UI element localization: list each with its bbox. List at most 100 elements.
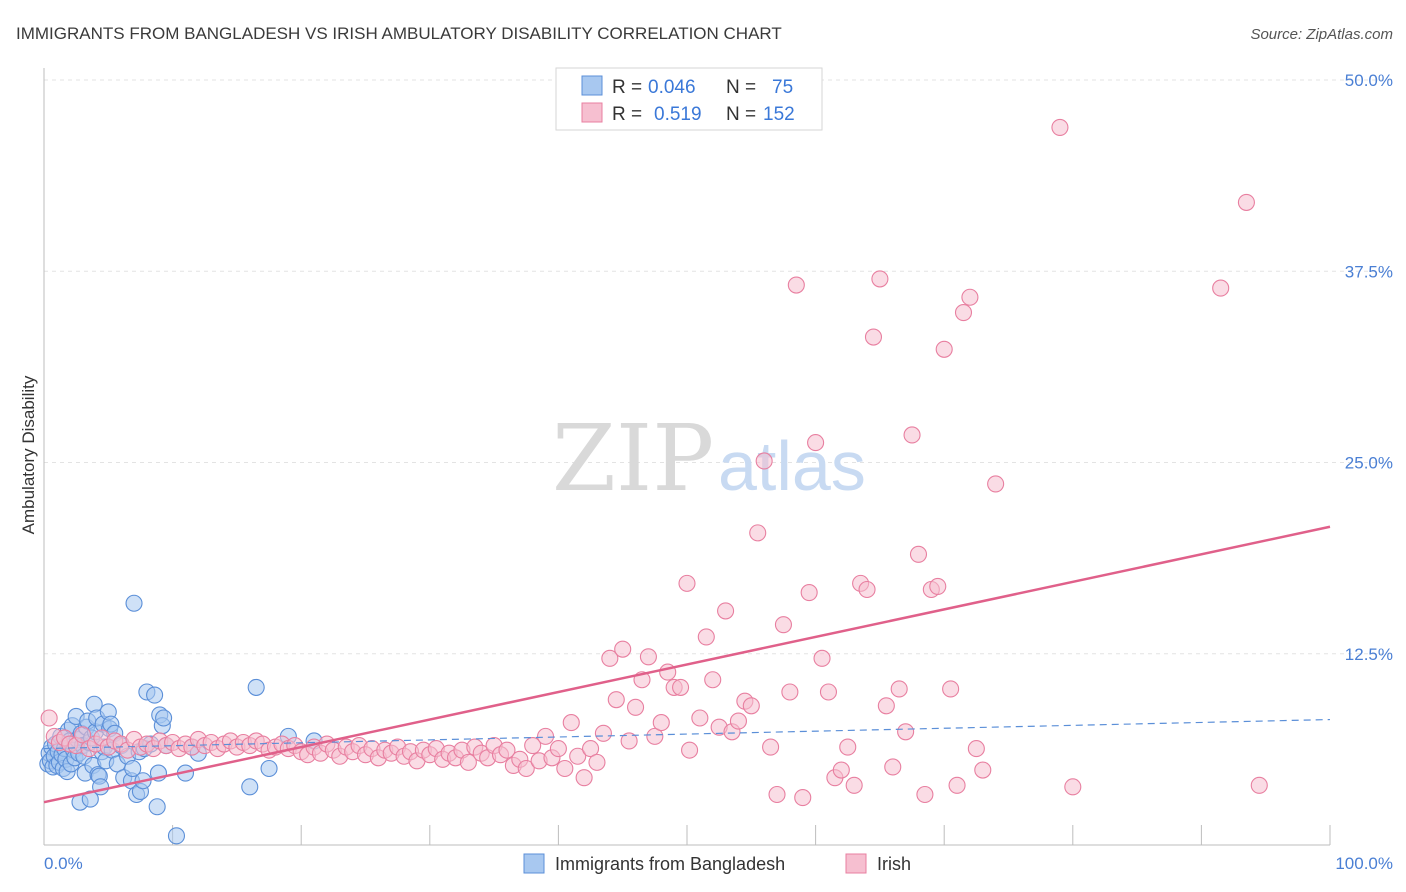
legend-r-value-pink: 0.519 (654, 104, 702, 125)
bottom-legend: Immigrants from Bangladesh Irish (523, 853, 911, 874)
x-axis-ticks (172, 825, 1331, 845)
point-irish (556, 759, 574, 778)
point-irish (916, 785, 934, 804)
point-irish (935, 340, 953, 358)
watermark-atlas: atlas (718, 427, 866, 505)
point-irish (575, 769, 593, 787)
point-irish (961, 288, 979, 306)
point-irish (755, 452, 773, 470)
point-irish (607, 691, 625, 709)
point-bangladesh (155, 709, 173, 727)
legend-n-value-pink: 152 (763, 104, 795, 125)
point-irish (948, 776, 966, 794)
point-irish (884, 758, 902, 776)
point-irish (639, 648, 657, 666)
point-irish (672, 678, 690, 696)
point-irish (839, 738, 857, 756)
point-irish (594, 724, 612, 742)
y-axis-label: Ambulatory Disability (19, 375, 38, 534)
point-irish (729, 712, 747, 730)
point-irish (601, 649, 619, 667)
legend-r-value-blue: 0.046 (648, 77, 696, 98)
point-irish (652, 714, 670, 732)
point-irish (524, 736, 542, 755)
y-axis-tick-labels: 12.5% 25.0% 37.5% 50.0% (1345, 71, 1393, 664)
point-bangladesh (85, 695, 103, 713)
point-bangladesh (125, 594, 143, 612)
point-irish (974, 761, 992, 779)
point-irish (569, 747, 587, 765)
point-irish (909, 545, 928, 563)
point-irish (1237, 193, 1255, 211)
point-irish (620, 732, 638, 750)
legend-n-label-blue: N = (726, 77, 756, 98)
bottom-legend-swatch-irish (845, 853, 867, 874)
point-irish (942, 680, 960, 698)
point-irish (562, 714, 580, 732)
point-bangladesh (148, 798, 166, 816)
trend-lines (43, 525, 1331, 804)
point-irish (517, 759, 535, 778)
point-irish (897, 723, 915, 741)
point-bangladesh (124, 759, 142, 778)
point-irish (646, 727, 664, 745)
point-irish (74, 726, 92, 744)
point-irish (1051, 118, 1069, 136)
legend-n-label-pink: N = (726, 104, 756, 125)
point-irish (987, 475, 1005, 493)
chart-title: IMMIGRANTS FROM BANGLADESH VS IRISH AMBU… (16, 24, 782, 43)
point-irish (877, 697, 895, 715)
point-irish (588, 753, 606, 771)
trend-line-bangladesh (43, 718, 1331, 750)
x-tick-label-min: 0.0% (44, 854, 83, 873)
chart-source: Source: ZipAtlas.com (1250, 26, 1393, 43)
point-irish (1250, 776, 1268, 794)
gridlines (44, 79, 1392, 655)
trend-line-irish (43, 525, 1331, 804)
point-irish (681, 741, 699, 759)
point-irish (536, 727, 555, 745)
point-irish (768, 785, 786, 804)
point-irish (781, 683, 799, 701)
point-irish (749, 524, 767, 542)
point-irish (967, 740, 985, 758)
point-irish (762, 738, 780, 756)
point-irish (954, 304, 973, 322)
point-irish (794, 789, 812, 807)
point-irish (871, 270, 889, 288)
point-irish (929, 577, 947, 595)
point-bangladesh (167, 827, 186, 845)
watermark: ZIP atlas (552, 405, 866, 512)
x-tick-label-max: 100.0% (1335, 854, 1393, 873)
point-irish (787, 276, 805, 294)
y-tick-label: 25.0% (1345, 454, 1393, 473)
bottom-legend-swatch-bangladesh (523, 853, 545, 874)
legend-r-label-pink: R = (612, 104, 642, 125)
series-bangladesh-points (39, 594, 323, 845)
y-tick-label: 12.5% (1345, 645, 1393, 664)
point-irish (614, 640, 632, 658)
point-irish (678, 574, 696, 592)
point-irish (1212, 279, 1230, 297)
point-irish (832, 761, 850, 779)
point-irish (903, 426, 921, 444)
point-irish (890, 680, 908, 698)
point-irish (581, 740, 600, 758)
point-irish (697, 628, 715, 646)
point-irish (742, 697, 760, 715)
point-irish (858, 580, 876, 599)
watermark-zip: ZIP (552, 405, 714, 512)
point-irish (549, 740, 567, 758)
point-bangladesh (146, 686, 164, 704)
point-bangladesh (247, 678, 265, 696)
legend-r-label-blue: R = (612, 77, 642, 98)
point-irish (1064, 778, 1082, 796)
point-irish (40, 709, 58, 727)
point-bangladesh (260, 759, 278, 778)
point-irish (774, 616, 793, 634)
point-irish (691, 709, 709, 727)
legend-box: R = 0.046 N = 75 R = 0.519 N = 152 (555, 67, 823, 131)
point-irish (845, 776, 863, 794)
point-irish (807, 434, 825, 452)
